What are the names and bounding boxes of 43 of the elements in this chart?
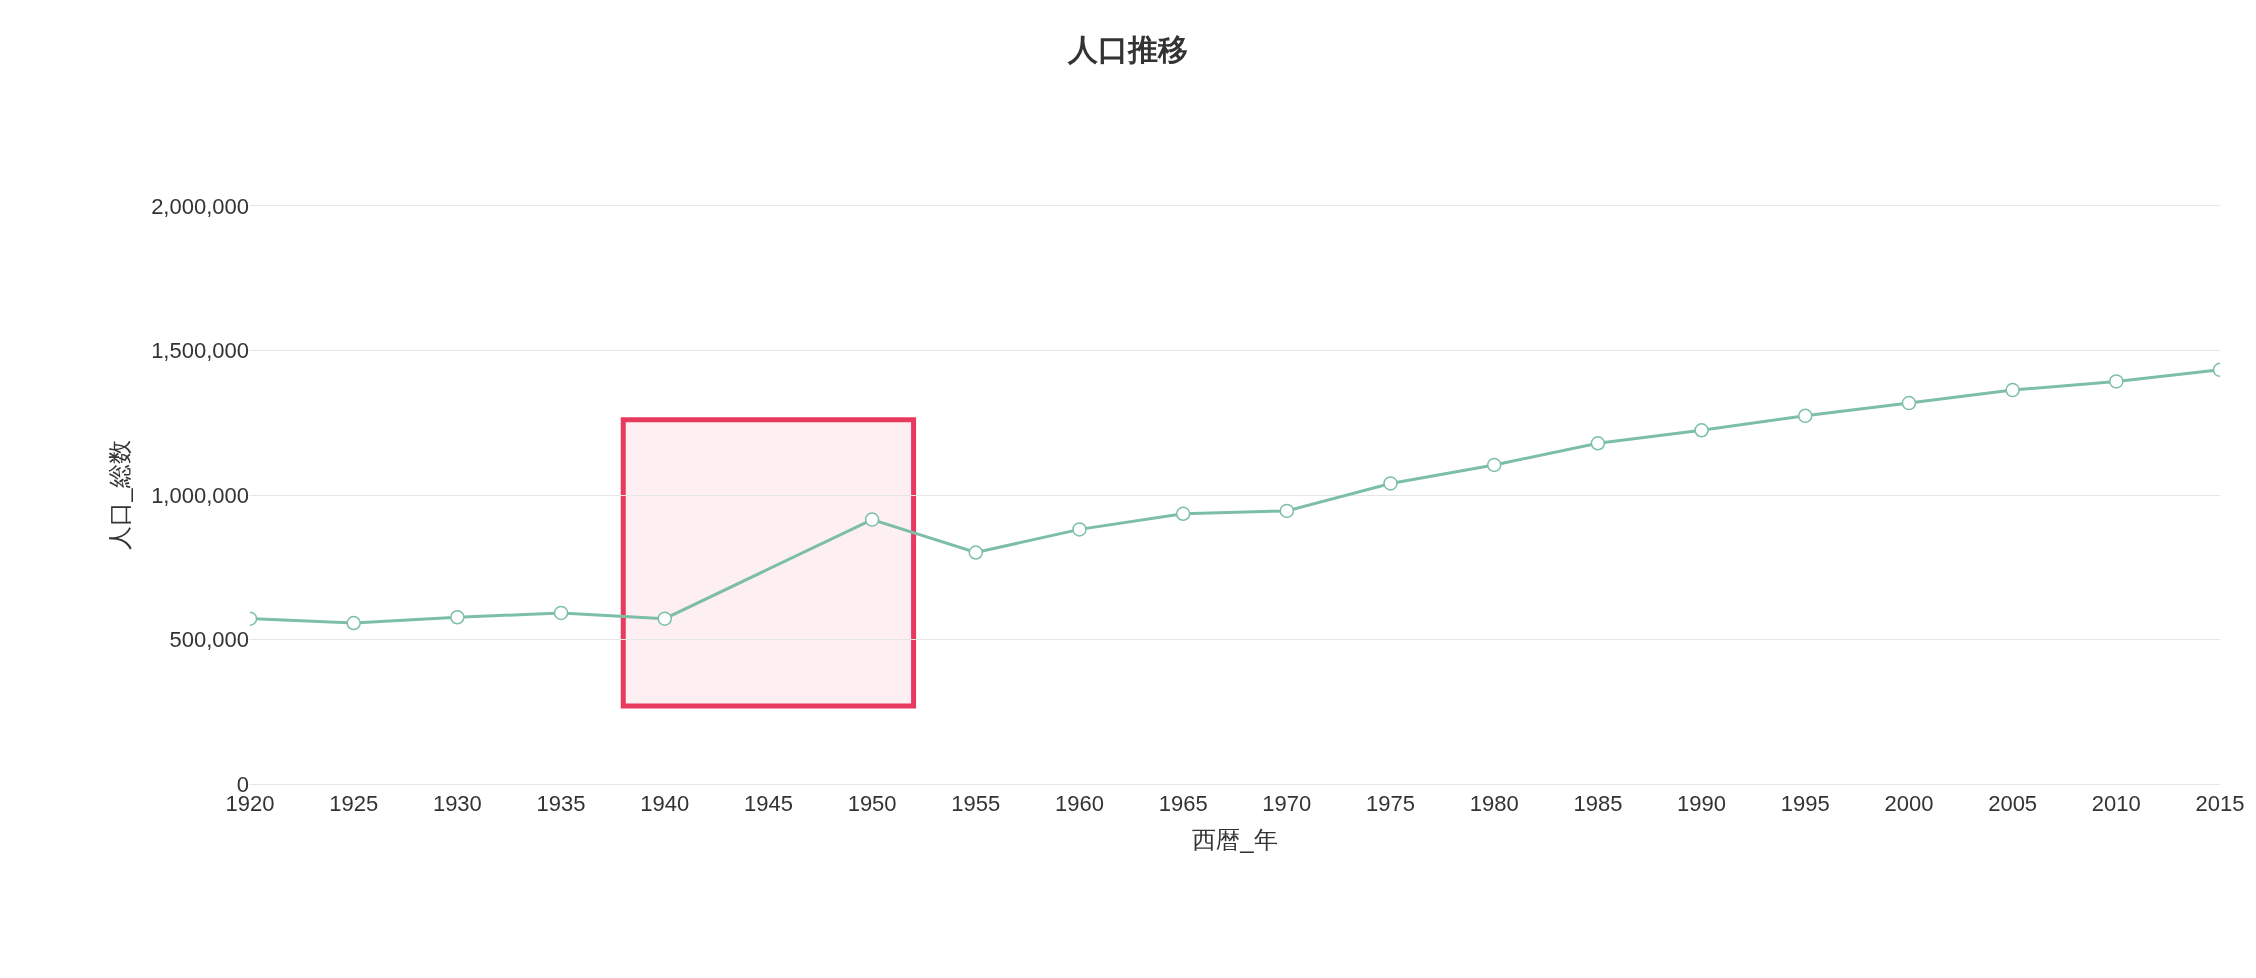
y-axis-title: 人口_総数 xyxy=(106,440,134,550)
y-tick-label: 500,000 xyxy=(169,627,249,653)
x-tick-label: 1995 xyxy=(1780,791,1830,817)
x-tick-label: 1955 xyxy=(951,791,1001,817)
x-axis-title: 西暦_年 xyxy=(1192,825,1278,853)
x-tick-label: 1945 xyxy=(743,791,793,817)
x-tick-label: 1965 xyxy=(1158,791,1208,817)
point xyxy=(968,545,984,560)
x-tick-label: 1975 xyxy=(1366,791,1416,817)
y-tick-label: 1,500,000 xyxy=(151,338,249,364)
point xyxy=(1072,522,1087,537)
x-tick-label: 1990 xyxy=(1677,791,1727,817)
point xyxy=(864,512,880,527)
x-tick-label: 2000 xyxy=(1884,791,1934,817)
point xyxy=(2109,374,2124,389)
point xyxy=(450,610,465,625)
x-tick-label: 2005 xyxy=(1988,791,2038,817)
x-tick-label: 1980 xyxy=(1469,791,1519,817)
x-tick-label: 1960 xyxy=(1054,791,1104,817)
x-tick-label: 2010 xyxy=(2091,791,2141,817)
x-tick-label: 1930 xyxy=(432,791,482,817)
x-tick-label: 1985 xyxy=(1573,791,1623,817)
point xyxy=(1798,408,1813,424)
point xyxy=(346,615,361,631)
point xyxy=(1486,457,1502,473)
point xyxy=(553,605,569,621)
x-tick-label: 1950 xyxy=(847,791,897,817)
x-tick-label: 1935 xyxy=(536,791,586,817)
y-tick-label: 1,000,000 xyxy=(151,482,249,508)
point xyxy=(1175,506,1191,522)
point xyxy=(1590,436,1606,451)
x-tick-label: 1925 xyxy=(329,791,379,817)
point xyxy=(1383,476,1398,491)
point xyxy=(1694,423,1709,438)
point xyxy=(657,611,672,626)
x-tick-label: 1970 xyxy=(1262,791,1312,817)
point xyxy=(1279,503,1295,519)
chart-title: 人口推移 xyxy=(1067,33,1188,67)
x-tick-label: 1940 xyxy=(640,791,690,817)
point xyxy=(2005,382,2020,398)
y-tick-label: 2,000,000 xyxy=(151,193,249,219)
point xyxy=(1901,395,1917,411)
x-tick-label: 2015 xyxy=(2195,791,2245,817)
